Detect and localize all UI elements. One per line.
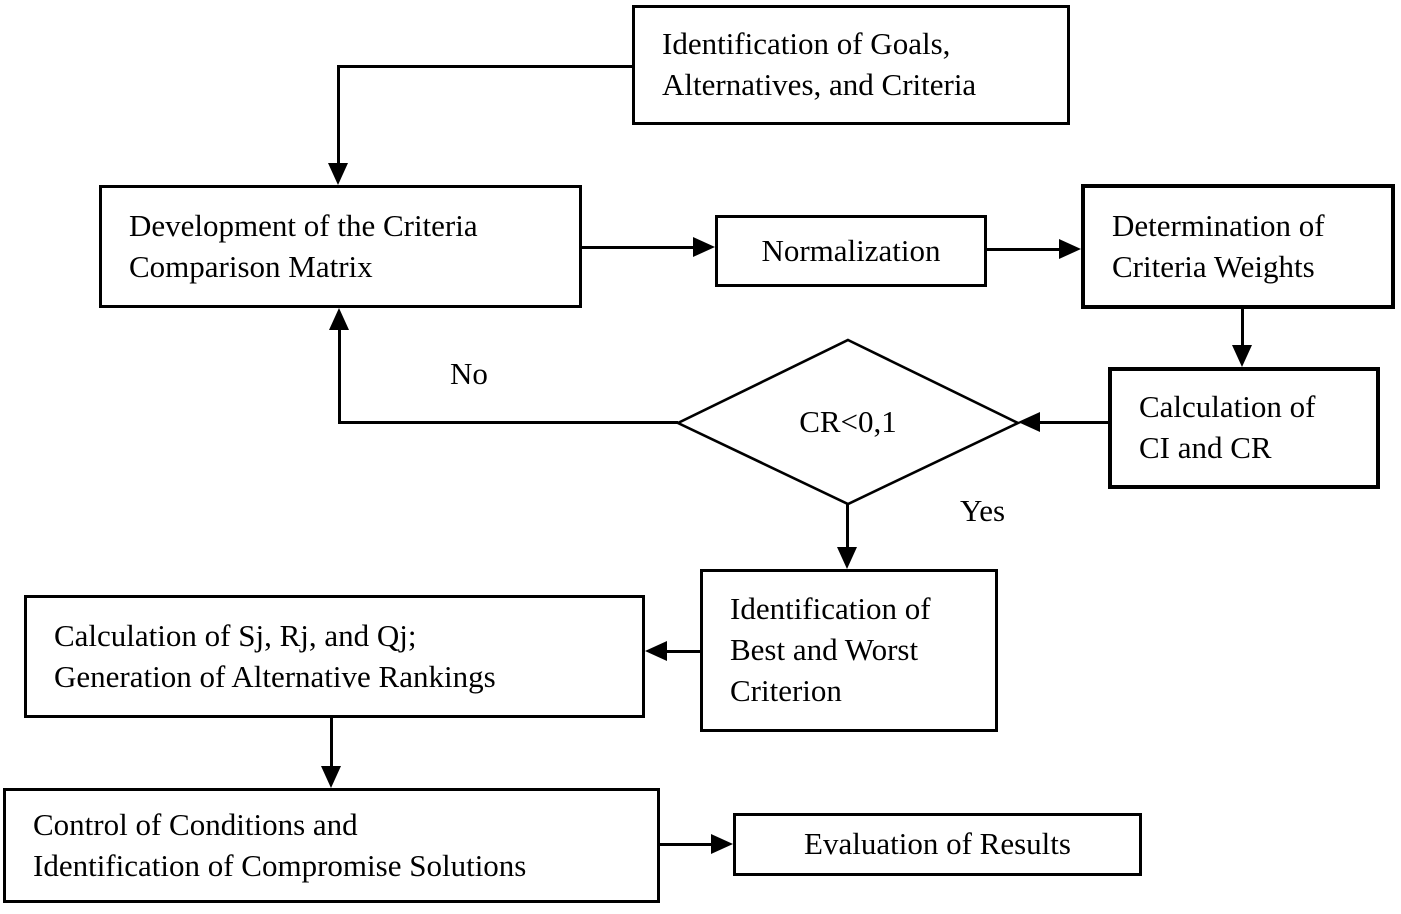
arrowhead-cicr-decision-icon [1018, 412, 1040, 432]
edge-decision-bestworst-vline [846, 503, 849, 549]
node-goals: Identification of Goals, Alternatives, a… [632, 5, 1070, 125]
node-normalization: Normalization [715, 215, 987, 287]
arrowhead-determination-cicr-icon [1232, 345, 1252, 367]
node-development-label: Development of the Criteria Comparison M… [129, 207, 478, 284]
node-control: Control of Conditions and Identification… [3, 788, 660, 903]
edge-goals-development-hline [338, 65, 634, 68]
node-development: Development of the Criteria Comparison M… [99, 185, 582, 308]
edge-goals-development-vline [337, 65, 340, 165]
edge-bestworst-rankings-hline [665, 650, 702, 653]
node-rankings-label: Calculation of Sj, Rj, and Qj; Generatio… [54, 617, 496, 694]
edge-label-no: No [450, 356, 488, 391]
arrowhead-rankings-control-icon [321, 766, 341, 788]
edge-normalization-determination-hline [985, 248, 1061, 251]
node-evaluation-label: Evaluation of Results [804, 826, 1071, 862]
node-best-worst-label: Identification of Best and Worst Criteri… [730, 591, 931, 708]
edge-development-normalization-hline [582, 246, 695, 249]
node-ci-cr: Calculation of CI and CR [1108, 367, 1380, 489]
node-control-label: Control of Conditions and Identification… [33, 806, 527, 883]
edge-rankings-control-vline [330, 716, 333, 768]
edge-decision-development-vline [338, 327, 341, 424]
node-evaluation: Evaluation of Results [733, 813, 1142, 876]
node-best-worst: Identification of Best and Worst Criteri… [700, 569, 998, 732]
edge-decision-development-hline [339, 421, 678, 424]
node-ci-cr-label: Calculation of CI and CR [1139, 389, 1316, 465]
node-determination: Determination of Criteria Weights [1081, 184, 1395, 309]
arrowhead-development-normalization-icon [693, 237, 715, 257]
edge-control-evaluation-hline [658, 843, 713, 846]
arrowhead-decision-bestworst-icon [837, 547, 857, 569]
edge-cicr-decision-hline [1036, 421, 1110, 424]
arrowhead-control-evaluation-icon [711, 834, 733, 854]
node-rankings: Calculation of Sj, Rj, and Qj; Generatio… [24, 595, 645, 718]
decision-diamond-label: CR<0,1 [799, 404, 897, 439]
arrowhead-goals-development-icon [328, 163, 348, 185]
node-goals-label: Identification of Goals, Alternatives, a… [662, 26, 977, 102]
arrowhead-normalization-determination-icon [1059, 239, 1081, 259]
arrowhead-bestworst-rankings-icon [645, 641, 667, 661]
edge-determination-cicr-vline [1241, 307, 1244, 347]
node-determination-label: Determination of Criteria Weights [1112, 207, 1325, 284]
edge-label-yes: Yes [960, 493, 1006, 528]
node-normalization-label: Normalization [761, 232, 941, 268]
arrowhead-decision-development-icon [329, 308, 349, 330]
